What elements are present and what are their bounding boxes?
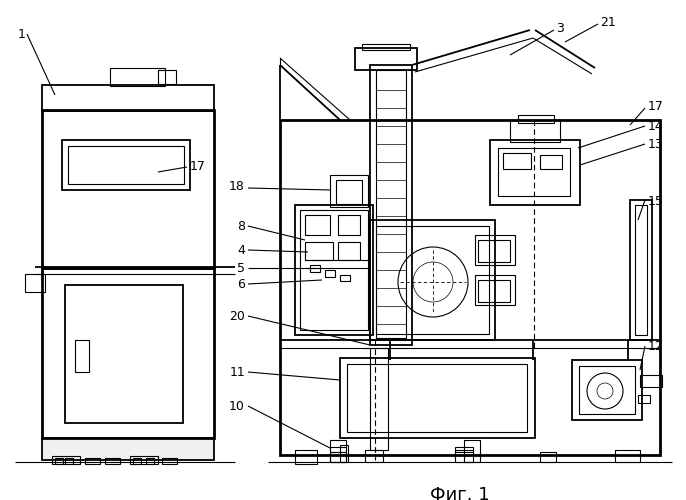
Bar (370, 65, 412, 345)
Bar (52, 456, 80, 464)
Bar (305, 215, 330, 235)
Bar (330, 440, 346, 462)
Bar (295, 205, 373, 335)
Bar (464, 440, 480, 462)
Bar (336, 180, 362, 204)
Bar (376, 70, 406, 338)
Bar (300, 210, 368, 330)
Bar (355, 48, 417, 70)
Bar (510, 120, 560, 142)
Text: 10: 10 (229, 400, 245, 413)
Bar (338, 242, 360, 260)
Text: 12: 12 (648, 340, 664, 353)
Bar (518, 115, 554, 123)
Bar (295, 450, 317, 464)
Bar (362, 44, 410, 50)
Bar (540, 155, 562, 169)
Bar (310, 265, 320, 272)
Bar (455, 450, 473, 462)
Bar (75, 340, 89, 372)
Bar (572, 360, 642, 420)
Bar (365, 450, 383, 462)
Text: 5: 5 (237, 262, 245, 275)
Text: 6: 6 (237, 278, 245, 291)
Bar (630, 200, 652, 340)
Bar (62, 140, 190, 190)
Bar (490, 140, 580, 205)
Text: 17: 17 (648, 100, 664, 113)
Text: 17: 17 (190, 160, 206, 173)
Bar (370, 220, 495, 340)
Bar (68, 146, 184, 184)
Bar (85, 458, 100, 464)
Text: 1: 1 (18, 28, 26, 41)
Bar (376, 226, 489, 334)
Bar (105, 458, 120, 464)
Bar (55, 458, 63, 464)
Bar (638, 395, 650, 403)
Text: 15: 15 (648, 195, 664, 208)
Text: 8: 8 (237, 220, 245, 233)
Bar (305, 242, 333, 260)
Text: 4: 4 (237, 244, 245, 257)
Bar (65, 285, 183, 423)
Bar (340, 275, 350, 281)
Text: 20: 20 (229, 310, 245, 323)
Bar (640, 375, 662, 387)
Text: 14: 14 (648, 120, 664, 133)
Text: 3: 3 (556, 22, 564, 35)
Bar (65, 458, 73, 464)
Bar (325, 270, 335, 277)
Bar (370, 348, 388, 450)
Text: 21: 21 (600, 16, 616, 29)
Bar (330, 447, 346, 452)
Bar (475, 235, 515, 265)
Bar (478, 280, 510, 302)
Bar (340, 358, 535, 438)
Bar (42, 438, 214, 460)
Bar (110, 68, 165, 86)
Bar (338, 215, 360, 235)
Text: 13: 13 (648, 138, 664, 151)
Bar (635, 205, 647, 335)
Bar (540, 452, 556, 462)
Bar (146, 458, 154, 464)
Bar (340, 445, 348, 462)
Bar (330, 452, 346, 462)
Bar (503, 153, 531, 169)
Bar (42, 85, 214, 111)
Bar (455, 447, 473, 452)
Text: Фиг. 1: Фиг. 1 (430, 486, 490, 500)
Bar (130, 456, 158, 464)
Bar (133, 458, 141, 464)
Bar (347, 364, 527, 432)
Bar (280, 120, 660, 455)
Text: 11: 11 (229, 366, 245, 379)
Text: 18: 18 (229, 180, 245, 193)
Bar (478, 240, 510, 262)
Bar (579, 366, 635, 414)
Bar (615, 450, 640, 462)
Bar (25, 274, 45, 292)
Bar (475, 275, 515, 305)
Bar (42, 110, 214, 268)
Bar (498, 148, 570, 196)
Bar (162, 458, 177, 464)
Bar (330, 175, 368, 207)
Bar (158, 70, 176, 84)
Bar (42, 268, 214, 438)
